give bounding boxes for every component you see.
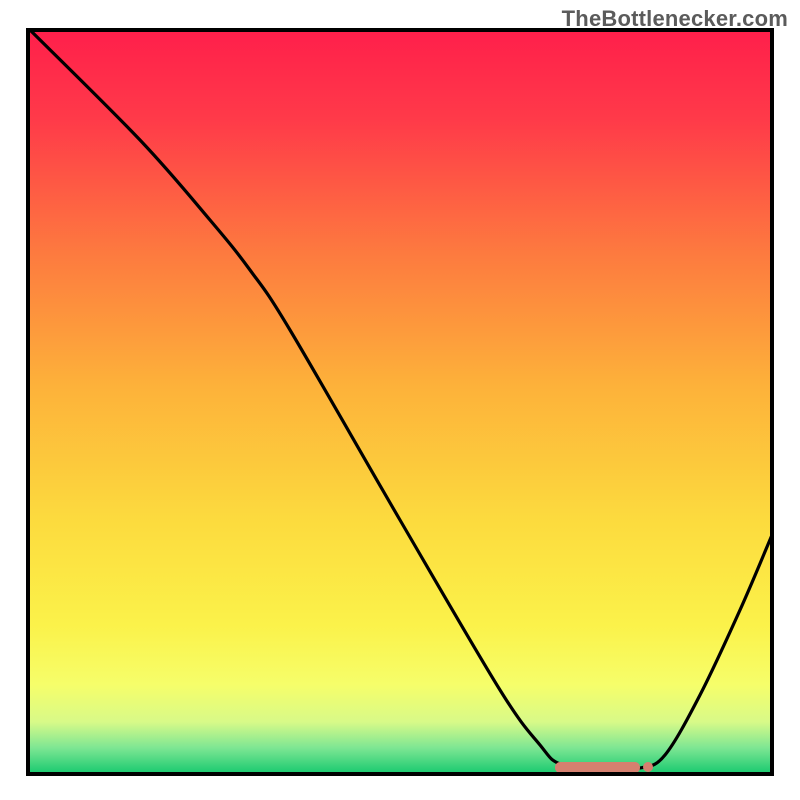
- minimum-marker-bar: [555, 762, 640, 773]
- minimum-marker-dot: [643, 762, 653, 772]
- watermark-text: TheBottlenecker.com: [562, 6, 788, 32]
- chart-container: TheBottlenecker.com: [0, 0, 800, 800]
- chart-svg: [0, 0, 800, 800]
